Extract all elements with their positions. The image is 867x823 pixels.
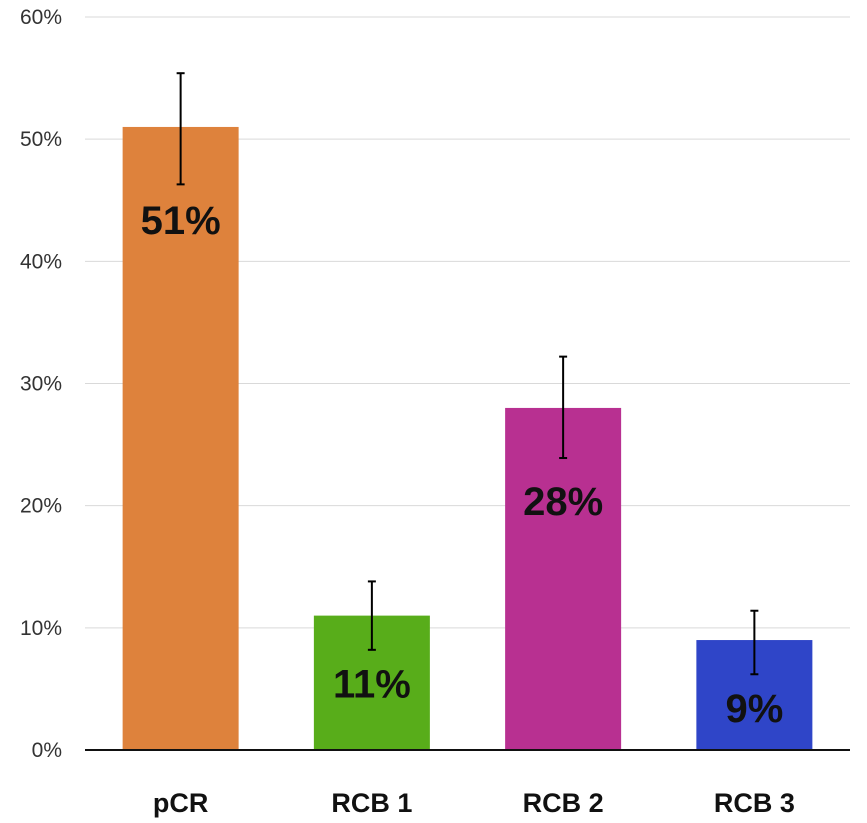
y-tick-label: 50%	[20, 128, 62, 151]
x-tick-label: pCR	[153, 788, 209, 818]
data-label: 28%	[523, 480, 603, 524]
error-bars	[176, 72, 759, 676]
x-tick-label: RCB 2	[523, 788, 604, 818]
y-tick-label: 20%	[20, 495, 62, 518]
data-label: 9%	[725, 687, 783, 731]
x-axis-tick-labels: pCR RCB 1 RCB 2 RCB 3	[153, 788, 795, 818]
y-tick-label: 0%	[32, 739, 62, 762]
y-axis-tick-labels: 0% 10% 20% 30% 40% 50% 60%	[20, 6, 62, 762]
data-label: 51%	[141, 199, 221, 243]
x-tick-label: RCB 1	[331, 788, 412, 818]
data-labels: 51% 11% 28% 9%	[141, 199, 784, 731]
data-label: 11%	[333, 663, 411, 707]
y-tick-label: 30%	[20, 373, 62, 396]
bar-rcb-2	[505, 407, 622, 750]
bar-pcr	[122, 126, 239, 750]
x-tick-label: RCB 3	[714, 788, 795, 818]
bars	[122, 126, 813, 750]
y-tick-label: 60%	[20, 6, 62, 29]
y-tick-label: 10%	[20, 617, 62, 640]
y-tick-label: 40%	[20, 250, 62, 273]
